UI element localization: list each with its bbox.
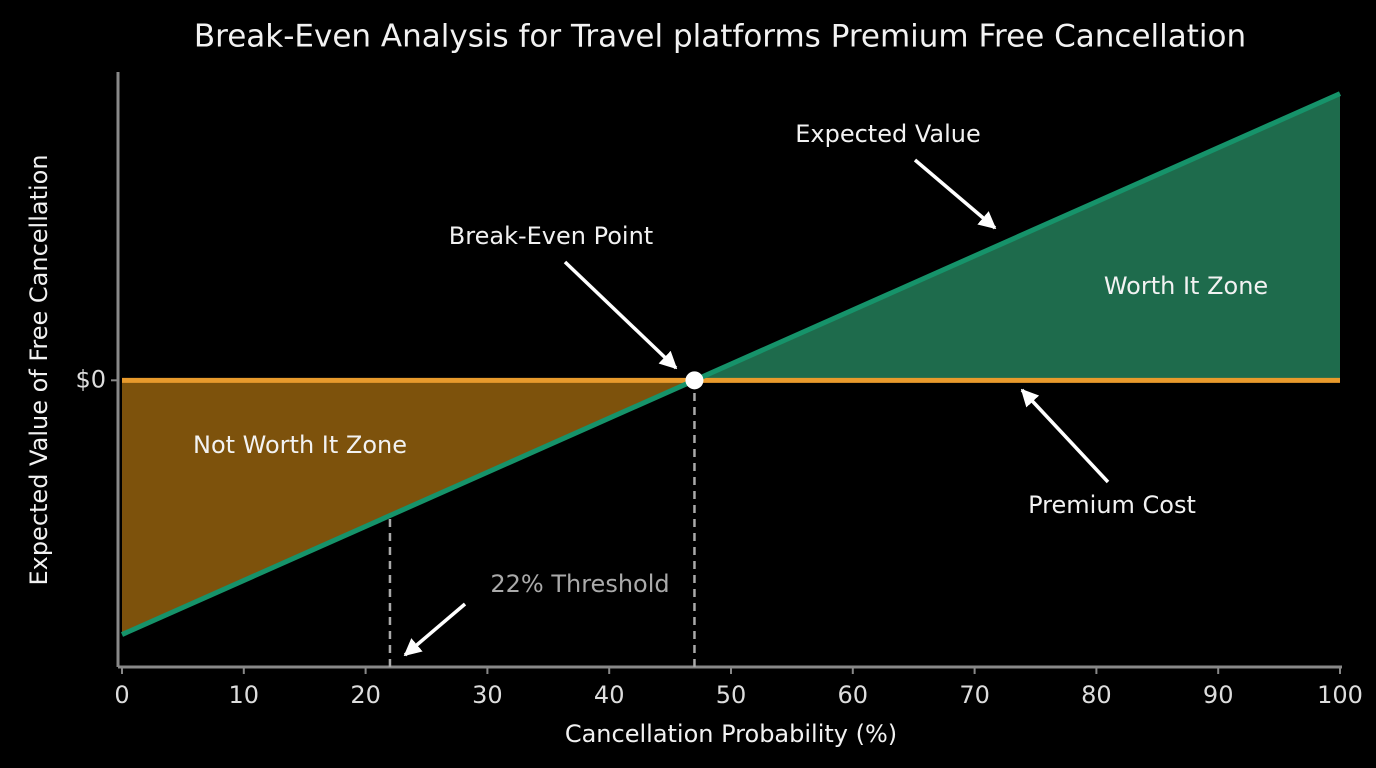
x-tick-label: 10	[229, 681, 260, 709]
x-tick-label: 60	[838, 681, 869, 709]
x-tick-label: 90	[1203, 681, 1234, 709]
annotation: Expected Value	[795, 120, 981, 148]
arrows	[403, 158, 1110, 657]
arrow	[913, 158, 997, 230]
chart-title: Break-Even Analysis for Travel platforms…	[194, 19, 1246, 55]
annotation: 22% Threshold	[490, 570, 669, 598]
annotation: Premium Cost	[1028, 491, 1196, 519]
zone-label: Worth It Zone	[1104, 272, 1268, 300]
x-tick-label: 50	[716, 681, 747, 709]
x-tick-label: 80	[1081, 681, 1112, 709]
x-tick-label: 70	[959, 681, 990, 709]
y-axis-label: Expected Value of Free Cancellation	[25, 154, 53, 585]
plot-area: 0 10 20 30 40 50 60 70 80 90 100 $0	[75, 72, 1363, 709]
arrow	[403, 602, 467, 657]
zone-label: Not Worth It Zone	[193, 431, 407, 459]
arrow	[1020, 388, 1110, 484]
x-tick-label: 0	[114, 681, 129, 709]
x-tick-label: 100	[1317, 681, 1363, 709]
arrow	[563, 260, 678, 370]
x-tick-label: 20	[350, 681, 381, 709]
annotation: Break-Even Point	[449, 222, 653, 250]
x-tick-label: 30	[472, 681, 503, 709]
x-tick-label: 40	[594, 681, 625, 709]
y-tick-label: $0	[75, 365, 106, 393]
break-even-point	[685, 371, 704, 390]
x-axis-label: Cancellation Probability (%)	[565, 720, 897, 748]
